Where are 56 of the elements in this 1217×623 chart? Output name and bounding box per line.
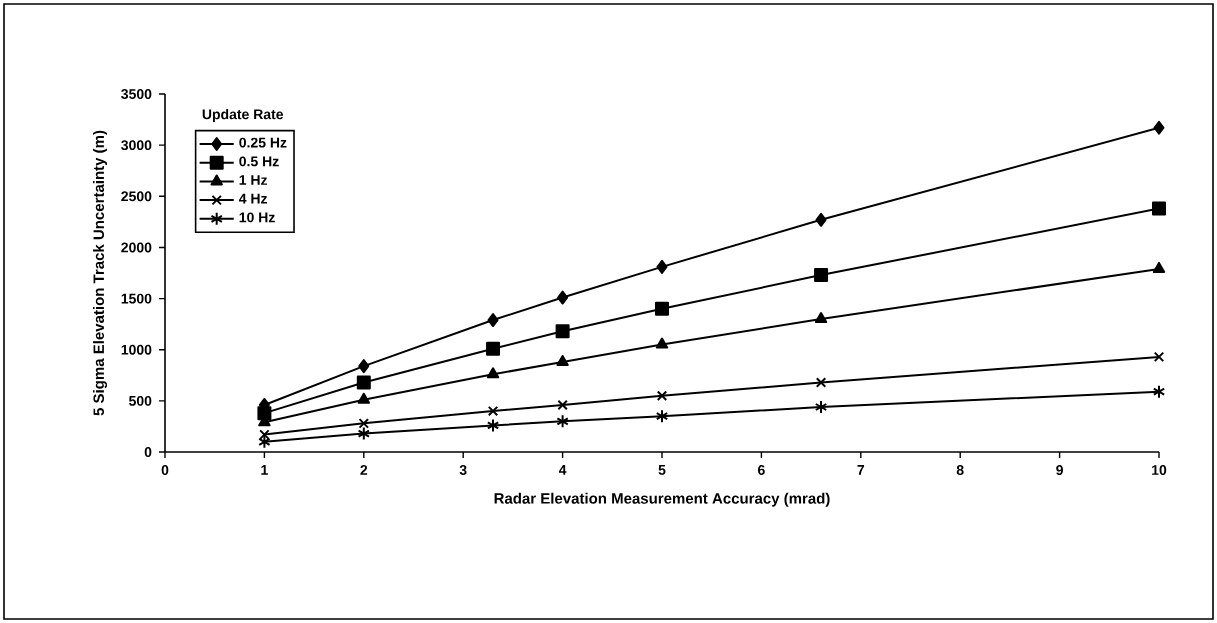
point [655,301,669,316]
point [1152,384,1166,399]
y-tick-label: 3000 [121,140,152,151]
point [814,312,828,324]
point [655,337,669,349]
point [555,324,570,339]
point [815,377,827,388]
point [486,341,501,356]
legend-label: 10 Hz [239,212,275,223]
legend-label: 1 Hz [239,175,268,185]
y-tick-label: 0 [144,447,152,457]
point [487,405,499,417]
y-tick-label: 2000 [121,242,152,253]
y-tick-label: 1000 [121,344,152,355]
x-tick-label: 3 [459,465,467,475]
x-tick-label: 8 [956,465,964,475]
point [487,313,499,328]
point [1153,120,1165,135]
point [656,390,668,401]
x-axis-title: Radar Elevation Measurement Accuracy (mrad) [494,492,830,507]
point [656,259,668,274]
point [814,399,828,414]
y-tick-label: 3500 [121,89,152,99]
point [1152,261,1166,273]
y-axis-title: 5 Sigma Elevation Track Uncertainty (m) [93,130,108,416]
point [356,375,371,390]
point [557,399,568,411]
x-tick-label: 0 [161,465,169,475]
x-tick-label: 2 [360,465,368,475]
y-tick-label: 2500 [121,191,152,202]
x-tick-label: 1 [261,465,268,475]
point [358,359,370,374]
point [486,418,500,433]
x-tick-label: 5 [658,465,666,475]
legend-title: Update Rate [202,108,284,123]
y-tick-label: 500 [129,395,152,406]
legend-label: 4 Hz [238,193,268,204]
point [815,212,827,227]
y-tick-label: 1500 [121,293,152,304]
point [1153,351,1165,363]
point [556,354,569,366]
x-tick-label: 10 [1152,465,1167,475]
point [557,290,569,305]
x-tick-label: 9 [1056,465,1063,475]
point [1152,201,1166,216]
point [556,414,569,429]
point [357,392,370,404]
legend-label: 0.25 Hz [239,137,287,148]
point [486,367,500,379]
point [814,268,829,283]
x-tick-label: 4 [558,465,567,475]
point [655,409,669,424]
x-tick-label: 6 [758,465,765,475]
legend-label: 0.5 Hz [239,156,279,167]
x-tick-label: 7 [857,465,865,475]
point [257,406,272,421]
